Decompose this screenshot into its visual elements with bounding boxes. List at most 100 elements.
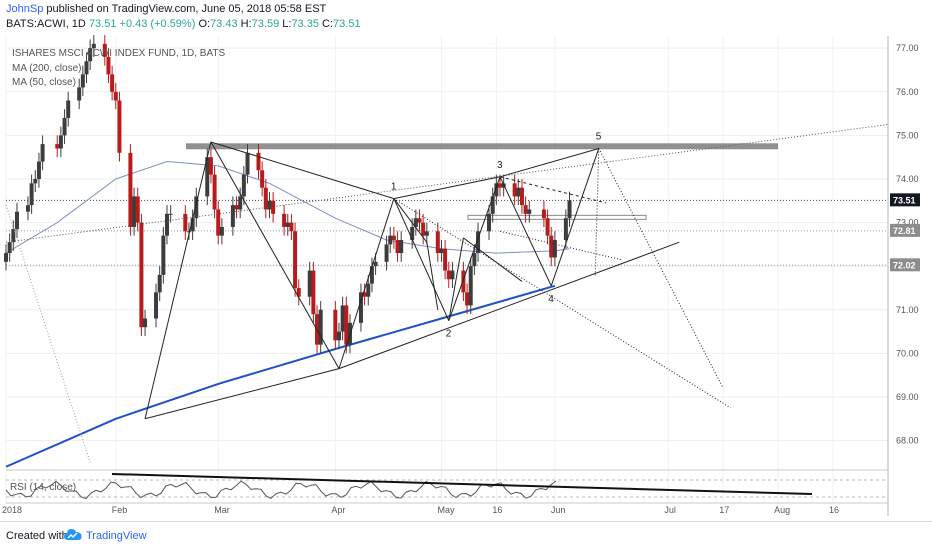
candle-body: [311, 270, 316, 315]
candle-body: [410, 226, 415, 241]
candle: [512, 174, 517, 206]
candle: [40, 135, 45, 171]
candle-body: [80, 74, 85, 88]
candle: [128, 144, 133, 236]
candle: [271, 192, 276, 223]
x-tick-label: Jun: [551, 505, 566, 515]
candle: [424, 222, 429, 245]
y-tick-label: 76.00: [896, 87, 919, 97]
open-value: 73.43: [210, 18, 238, 30]
candle-body: [512, 183, 517, 197]
candle: [154, 283, 159, 328]
candle: [527, 200, 532, 223]
candle-body: [567, 200, 572, 219]
candle-body: [157, 274, 162, 293]
candle-body: [66, 100, 71, 118]
candle: [344, 296, 349, 354]
candle: [362, 283, 367, 306]
candle-body: [417, 218, 422, 223]
x-tick-label: 16: [492, 505, 502, 515]
candle: [395, 231, 400, 262]
author-name[interactable]: JohnSp: [6, 3, 44, 15]
y-tick-label: 68.00: [896, 436, 919, 446]
ohlc-line: BATS:ACWI, 1D 73.51 +0.43 (+0.59%) O:73.…: [6, 18, 361, 30]
candle-body: [465, 292, 470, 306]
candle-body: [271, 200, 276, 214]
candle: [7, 233, 12, 262]
candle-body: [344, 305, 349, 345]
candle: [282, 205, 287, 236]
candle-body: [516, 187, 521, 197]
candle-body: [33, 178, 38, 184]
candle-body: [267, 200, 272, 210]
candle-body: [241, 174, 246, 197]
candle-body: [413, 218, 418, 227]
x-tick-label: 16: [829, 505, 839, 515]
candle-body: [318, 309, 323, 345]
y-tick-label: 73.00: [896, 218, 919, 228]
symbol-label: BATS:ACWI, 1D: [6, 18, 86, 30]
candle: [212, 165, 217, 219]
candle: [318, 301, 323, 354]
candle: [25, 196, 30, 221]
candle-body: [391, 235, 396, 241]
pattern-leg: [448, 237, 464, 321]
candle: [139, 213, 144, 336]
candle-body: [132, 196, 137, 227]
candle: [135, 187, 140, 232]
close-value: 73.51: [333, 18, 361, 30]
ma200-line: [5, 284, 556, 468]
candle-body: [384, 244, 389, 262]
candle: [88, 39, 93, 70]
created-with-text: Created with: [6, 530, 68, 542]
candle-body: [36, 161, 41, 179]
candle-body: [62, 117, 67, 136]
candle-body: [106, 56, 111, 75]
wave-label-1: 1: [391, 182, 397, 193]
candle: [33, 170, 38, 193]
price-level-tag-0: 72.81: [893, 226, 916, 236]
candle-body: [84, 61, 89, 75]
candle-body: [25, 205, 30, 212]
candle: [461, 261, 466, 302]
candle-body: [498, 183, 503, 188]
candle: [194, 187, 199, 227]
tradingview-brand[interactable]: TradingView: [86, 530, 147, 542]
candle-body: [446, 270, 451, 280]
x-tick-label: 2018: [2, 505, 22, 515]
candle: [487, 205, 492, 241]
rsi-line: [5, 480, 557, 500]
candle: [494, 174, 499, 206]
candle-body: [399, 240, 404, 254]
candle: [549, 226, 554, 267]
candle-body: [333, 309, 338, 341]
candle-body: [183, 213, 188, 232]
candle: [267, 192, 272, 219]
candle: [468, 257, 473, 315]
pattern-leg: [210, 141, 340, 369]
candle: [186, 222, 191, 241]
tradingview-cloud-icon[interactable]: [64, 528, 82, 542]
wave-label-5: 5: [596, 131, 602, 142]
pattern-leg: [144, 141, 212, 419]
consolidation-box: [467, 214, 647, 220]
candle-body: [128, 152, 133, 227]
candle: [62, 109, 67, 145]
candle-body: [358, 292, 363, 323]
pattern-leg: [393, 176, 501, 200]
candle-body: [366, 283, 371, 297]
open-label: O:: [198, 18, 211, 30]
candle-body: [216, 209, 221, 236]
wave-label-3: 3: [497, 160, 503, 171]
candle: [168, 205, 173, 223]
candle-body: [4, 253, 8, 262]
high-value: 73.59: [251, 18, 280, 30]
candle: [413, 209, 418, 236]
candle: [4, 244, 8, 271]
candle: [384, 235, 389, 271]
candle: [446, 261, 451, 288]
candle-body: [88, 48, 93, 62]
candle: [263, 178, 268, 219]
